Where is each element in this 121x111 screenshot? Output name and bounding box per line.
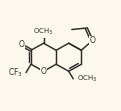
Text: O: O bbox=[41, 67, 46, 76]
Text: O: O bbox=[89, 36, 95, 45]
Text: OCH$_3$: OCH$_3$ bbox=[77, 74, 97, 84]
Text: O: O bbox=[19, 40, 24, 49]
Text: OCH$_3$: OCH$_3$ bbox=[33, 27, 54, 37]
Text: CF$_3$: CF$_3$ bbox=[8, 67, 23, 79]
